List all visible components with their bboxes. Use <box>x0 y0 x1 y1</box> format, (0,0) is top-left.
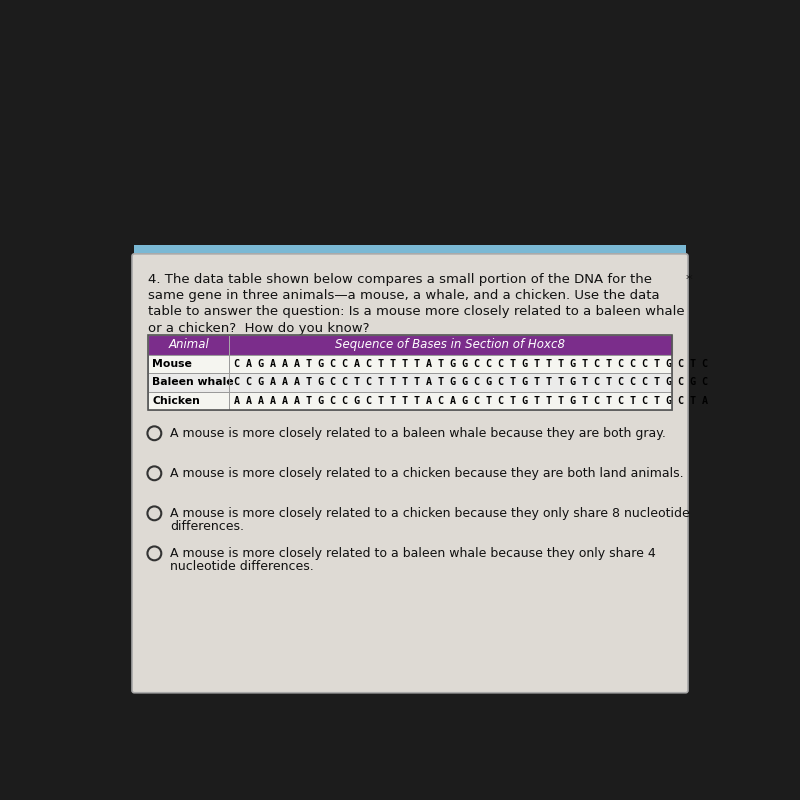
Text: C A G A A A T G C C A C T T T T A T G G C C C T G T T T G T C T C C C T G C T C: C A G A A A T G C C A C T T T T A T G G … <box>234 359 708 369</box>
Text: or a chicken?  How do you know?: or a chicken? How do you know? <box>148 322 370 334</box>
Text: Chicken: Chicken <box>152 396 200 406</box>
Text: table to answer the question: Is a mouse more closely related to a baleen whale: table to answer the question: Is a mouse… <box>148 306 685 318</box>
Text: A mouse is more closely related to a baleen whale because they only share 4: A mouse is more closely related to a bal… <box>170 547 655 560</box>
Text: nucleotide differences.: nucleotide differences. <box>170 559 314 573</box>
FancyBboxPatch shape <box>148 373 672 392</box>
FancyBboxPatch shape <box>148 354 672 373</box>
Text: A mouse is more closely related to a chicken because they are both land animals.: A mouse is more closely related to a chi… <box>170 467 683 480</box>
Text: A mouse is more closely related to a baleen whale because they are both gray.: A mouse is more closely related to a bal… <box>170 427 666 440</box>
Text: A mouse is more closely related to a chicken because they only share 8 nucleotid: A mouse is more closely related to a chi… <box>170 507 690 520</box>
Text: differences.: differences. <box>170 519 244 533</box>
FancyBboxPatch shape <box>134 246 686 256</box>
Text: Sequence of Bases in Section of Hoxc8: Sequence of Bases in Section of Hoxc8 <box>335 338 566 351</box>
FancyBboxPatch shape <box>148 392 672 410</box>
Text: Baleen whale: Baleen whale <box>152 378 234 387</box>
Text: C C G A A A T G C C T C T T T T A T G G C G C T G T T T G T C T C C C T G C G C: C C G A A A T G C C T C T T T T A T G G … <box>234 378 708 387</box>
Text: Animal: Animal <box>168 338 209 351</box>
Text: same gene in three animals—a mouse, a whale, and a chicken. Use the data: same gene in three animals—a mouse, a wh… <box>148 290 660 302</box>
Text: A A A A A A T G C C G C T T T T A C A G C T C T G T T T G T C T C T C T G C T A: A A A A A A T G C C G C T T T T A C A G … <box>234 396 708 406</box>
Text: 4. The data table shown below compares a small portion of the DNA for the       : 4. The data table shown below compares a… <box>148 273 693 286</box>
FancyBboxPatch shape <box>148 334 672 354</box>
FancyBboxPatch shape <box>132 254 688 693</box>
Text: Mouse: Mouse <box>152 359 192 369</box>
